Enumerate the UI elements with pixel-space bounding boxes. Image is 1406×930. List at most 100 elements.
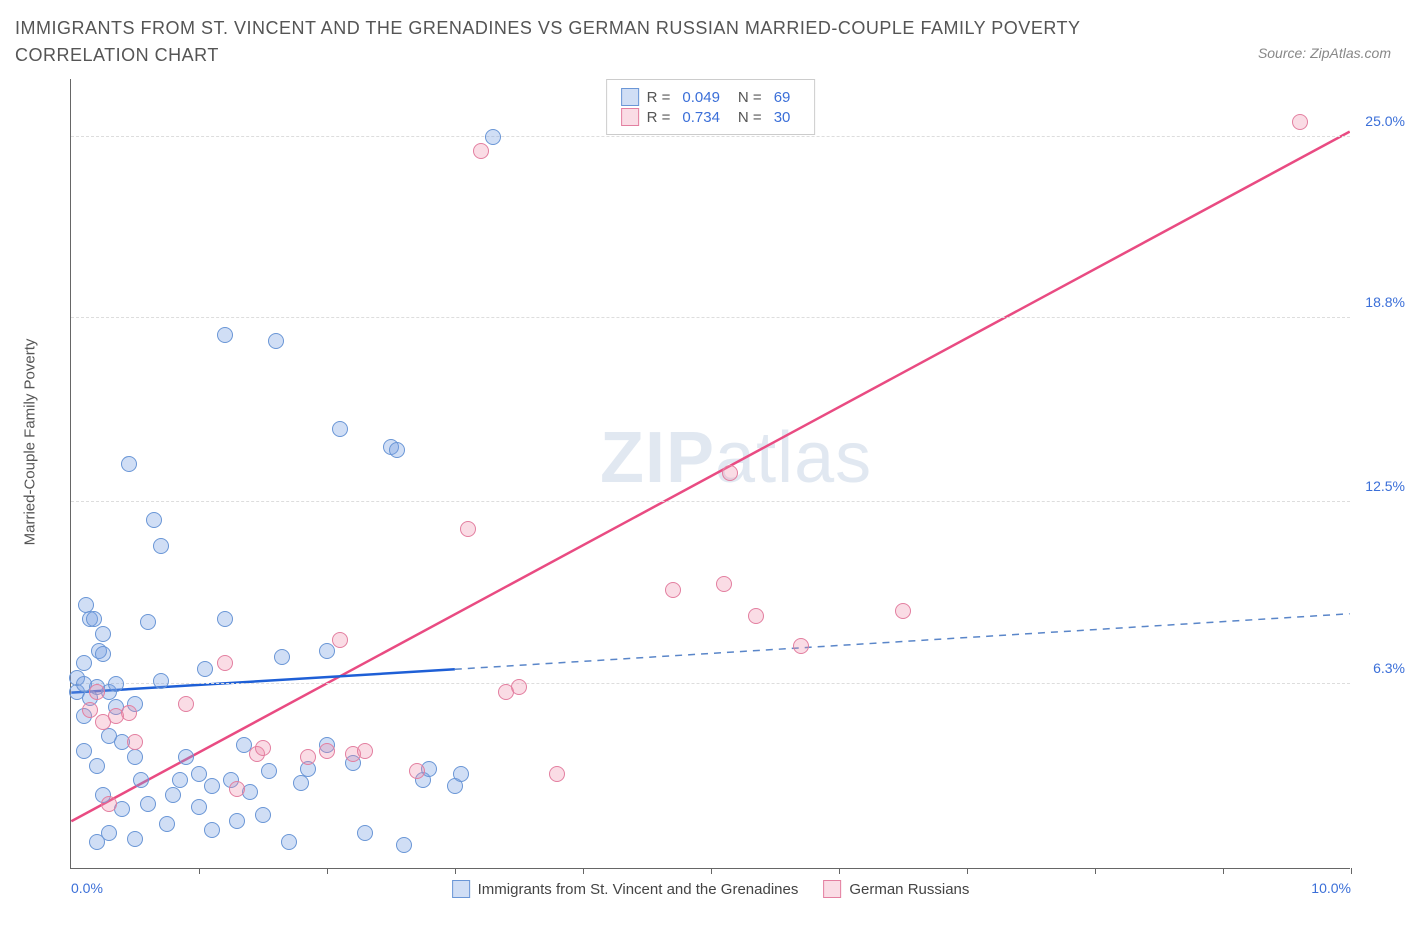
data-point xyxy=(153,673,169,689)
legend-stats: R =0.049N =69R =0.734N =30 xyxy=(606,79,816,135)
x-tick xyxy=(583,868,584,874)
x-tick xyxy=(711,868,712,874)
data-point xyxy=(319,743,335,759)
legend-series: Immigrants from St. Vincent and the Gren… xyxy=(452,880,970,898)
data-point xyxy=(178,749,194,765)
data-point xyxy=(78,597,94,613)
data-point xyxy=(261,763,277,779)
stat-n-label: N = xyxy=(738,89,762,106)
stat-n-value: 30 xyxy=(774,109,791,126)
data-point xyxy=(229,813,245,829)
data-point xyxy=(268,333,284,349)
data-point xyxy=(332,632,348,648)
data-point xyxy=(95,646,111,662)
data-point xyxy=(895,603,911,619)
data-point xyxy=(217,327,233,343)
data-point xyxy=(191,799,207,815)
stat-r-label: R = xyxy=(647,109,671,126)
data-point xyxy=(293,775,309,791)
gridline-h xyxy=(71,501,1350,502)
data-point xyxy=(101,825,117,841)
legend-stat-row: R = 0.734 N = 30 xyxy=(621,108,801,126)
data-point xyxy=(332,421,348,437)
data-point xyxy=(1292,114,1308,130)
data-point xyxy=(127,734,143,750)
title-row: IMMIGRANTS FROM ST. VINCENT AND THE GREN… xyxy=(15,15,1391,69)
legend-series-label: Immigrants from St. Vincent and the Gren… xyxy=(478,881,799,898)
x-tick-label: 10.0% xyxy=(1311,880,1351,896)
data-point xyxy=(460,521,476,537)
trend-line xyxy=(71,669,455,692)
data-point xyxy=(357,825,373,841)
data-point xyxy=(255,740,271,756)
data-point xyxy=(389,442,405,458)
y-axis-title: Married-Couple Family Poverty xyxy=(22,339,39,546)
y-tick-label: 6.3% xyxy=(1373,660,1405,676)
y-tick-label: 12.5% xyxy=(1365,478,1405,494)
data-point xyxy=(127,831,143,847)
y-tick-label: 18.8% xyxy=(1365,294,1405,310)
data-point xyxy=(121,705,137,721)
trend-line xyxy=(455,614,1350,670)
legend-stat-row: R =0.049N =69 xyxy=(621,88,801,106)
data-point xyxy=(793,638,809,654)
data-point xyxy=(95,626,111,642)
x-tick xyxy=(455,868,456,874)
data-point xyxy=(140,614,156,630)
data-point xyxy=(549,766,565,782)
trend-line xyxy=(71,132,1349,822)
gridline-h xyxy=(71,136,1350,137)
plot-area: ZIPatlas R =0.049N =69R =0.734N =30 Immi… xyxy=(70,79,1350,869)
data-point xyxy=(76,743,92,759)
data-point xyxy=(89,758,105,774)
data-point xyxy=(165,787,181,803)
legend-series-label: German Russians xyxy=(849,881,969,898)
data-point xyxy=(89,684,105,700)
stat-n-label: N = xyxy=(738,109,762,126)
stat-r-value: 0.734 xyxy=(682,109,720,126)
x-tick-label: 0.0% xyxy=(71,880,103,896)
data-point xyxy=(281,834,297,850)
legend-swatch xyxy=(621,108,639,126)
y-tick-label: 25.0% xyxy=(1365,113,1405,129)
x-tick xyxy=(1095,868,1096,874)
x-tick xyxy=(1223,868,1224,874)
source-attribution: Source: ZipAtlas.com xyxy=(1258,45,1391,61)
data-point xyxy=(300,749,316,765)
data-point xyxy=(722,465,738,481)
stat-r-label: R = xyxy=(647,89,671,106)
legend-swatch xyxy=(452,880,470,898)
chart-title: IMMIGRANTS FROM ST. VINCENT AND THE GREN… xyxy=(15,15,1165,69)
data-point xyxy=(133,772,149,788)
gridline-h xyxy=(71,317,1350,318)
data-point xyxy=(86,611,102,627)
data-point xyxy=(357,743,373,759)
chart-container: IMMIGRANTS FROM ST. VINCENT AND THE GREN… xyxy=(15,15,1391,869)
x-tick xyxy=(839,868,840,874)
x-tick xyxy=(327,868,328,874)
data-point xyxy=(140,796,156,812)
stat-r-value: 0.049 xyxy=(682,89,720,106)
watermark: ZIPatlas xyxy=(600,417,872,499)
legend-swatch xyxy=(621,88,639,106)
data-point xyxy=(191,766,207,782)
gridline-h xyxy=(71,683,1350,684)
x-tick xyxy=(967,868,968,874)
data-point xyxy=(217,655,233,671)
x-tick xyxy=(199,868,200,874)
data-point xyxy=(274,649,290,665)
legend-series-item: Immigrants from St. Vincent and the Gren… xyxy=(452,880,799,898)
data-point xyxy=(82,702,98,718)
data-point xyxy=(229,781,245,797)
data-point xyxy=(121,456,137,472)
data-point xyxy=(319,643,335,659)
data-point xyxy=(473,143,489,159)
watermark-rest: atlas xyxy=(715,418,872,498)
data-point xyxy=(396,837,412,853)
data-point xyxy=(748,608,764,624)
data-point xyxy=(217,611,233,627)
data-point xyxy=(172,772,188,788)
data-point xyxy=(153,538,169,554)
data-point xyxy=(76,655,92,671)
data-point xyxy=(716,576,732,592)
